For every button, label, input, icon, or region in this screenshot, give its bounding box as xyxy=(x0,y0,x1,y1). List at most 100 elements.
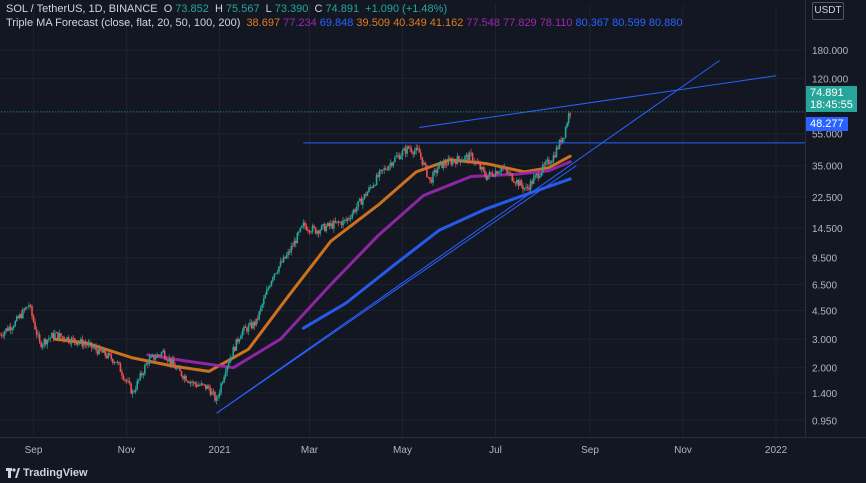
candle-body xyxy=(456,156,459,165)
candle-body xyxy=(389,163,392,167)
indicator-value: 41.162 xyxy=(429,17,464,29)
trend-line xyxy=(216,165,577,414)
candle-body xyxy=(99,347,102,351)
candle-body xyxy=(365,194,367,196)
candle-body xyxy=(334,220,337,223)
candle-body xyxy=(535,173,538,176)
candle-body xyxy=(14,320,17,327)
candle-body xyxy=(69,342,71,344)
candle-body xyxy=(419,152,422,158)
candle-body xyxy=(374,185,376,186)
candle-body xyxy=(101,350,103,353)
candle-body xyxy=(435,170,437,173)
candle-body xyxy=(127,381,129,382)
candle-body xyxy=(102,349,105,353)
candle-body xyxy=(235,338,238,351)
candle-body xyxy=(282,256,285,263)
candle-body xyxy=(40,341,42,348)
candle-body xyxy=(423,162,425,165)
candle-body xyxy=(256,318,259,320)
candle-body xyxy=(287,251,289,255)
candle-body xyxy=(121,372,123,376)
candle-body xyxy=(343,219,346,221)
low-label: L xyxy=(265,3,272,15)
candle-body xyxy=(563,137,565,139)
candle-body xyxy=(314,227,317,234)
candle-body xyxy=(214,391,216,401)
candle-body xyxy=(537,173,539,179)
moving-average-line xyxy=(146,160,572,370)
candle-body xyxy=(32,315,35,322)
candle-body xyxy=(541,164,544,173)
candle-body xyxy=(346,218,349,221)
candle-body xyxy=(194,382,196,385)
last-price-value: 74.891 xyxy=(810,87,844,99)
candle-body xyxy=(349,218,352,220)
candle-body xyxy=(182,375,184,379)
candle-body xyxy=(139,373,142,380)
candle-body xyxy=(482,167,485,171)
candle-body xyxy=(9,326,12,330)
candle-body xyxy=(134,389,137,392)
candle-body xyxy=(110,354,113,360)
bar-countdown: 18:45:55 xyxy=(810,99,853,111)
candle-body xyxy=(133,391,135,392)
candle-body xyxy=(352,209,355,214)
candle-body xyxy=(549,163,552,165)
candle-body xyxy=(395,156,398,158)
candle-body xyxy=(255,318,257,326)
candle-body xyxy=(215,397,218,401)
candle-body xyxy=(159,355,161,356)
candle-body xyxy=(325,226,328,232)
candle-body xyxy=(244,326,247,328)
candle-body xyxy=(529,181,532,190)
candle-body xyxy=(471,153,474,162)
candle-body xyxy=(441,161,443,168)
candle-body xyxy=(375,174,378,186)
candle-body xyxy=(137,379,140,381)
candle-body xyxy=(2,335,4,337)
candle-body xyxy=(426,165,428,177)
candle-body xyxy=(439,161,442,163)
candle-body xyxy=(90,342,93,348)
tradingview-logo[interactable]: TradingView xyxy=(6,467,88,479)
candle-body xyxy=(246,327,248,332)
candle-body xyxy=(150,356,152,358)
candle-body xyxy=(401,150,404,156)
candle-body xyxy=(523,188,526,190)
candle-body xyxy=(534,175,536,178)
candle-body xyxy=(369,187,372,188)
candle-body xyxy=(391,163,393,166)
candle-body xyxy=(104,349,106,356)
candle-body xyxy=(302,222,305,226)
drawing-tools[interactable] xyxy=(0,60,805,414)
candle-body xyxy=(383,168,386,171)
symbol-title[interactable]: SOL / TetherUS, 1D, BINANCE xyxy=(6,3,158,15)
candle-body xyxy=(192,382,195,383)
candle-body xyxy=(351,213,353,219)
close-label: C xyxy=(314,3,323,15)
candle-body xyxy=(337,221,340,223)
candle-body xyxy=(355,206,358,212)
time-label: 2021 xyxy=(208,445,231,456)
candle-body xyxy=(281,261,283,263)
candle-body xyxy=(517,180,520,186)
candle-body xyxy=(89,342,91,344)
candle-body xyxy=(500,167,503,172)
candle-body xyxy=(52,333,55,339)
time-label: Jul xyxy=(489,445,502,456)
candle-body xyxy=(3,331,6,336)
indicator-title[interactable]: Triple MA Forecast (close, flat, 20, 50,… xyxy=(6,17,241,29)
currency-button[interactable]: USDT xyxy=(812,2,844,20)
price-label: 55.000 xyxy=(812,130,843,141)
candle-body xyxy=(450,159,453,165)
candle-body xyxy=(464,156,466,160)
candle-body xyxy=(223,376,225,383)
time-axis-separator xyxy=(0,437,866,438)
candle-body xyxy=(136,380,139,390)
candle-body xyxy=(240,335,242,340)
time-label: Nov xyxy=(674,445,692,456)
candle-body xyxy=(151,355,154,357)
tradingview-label: TradingView xyxy=(23,467,88,479)
